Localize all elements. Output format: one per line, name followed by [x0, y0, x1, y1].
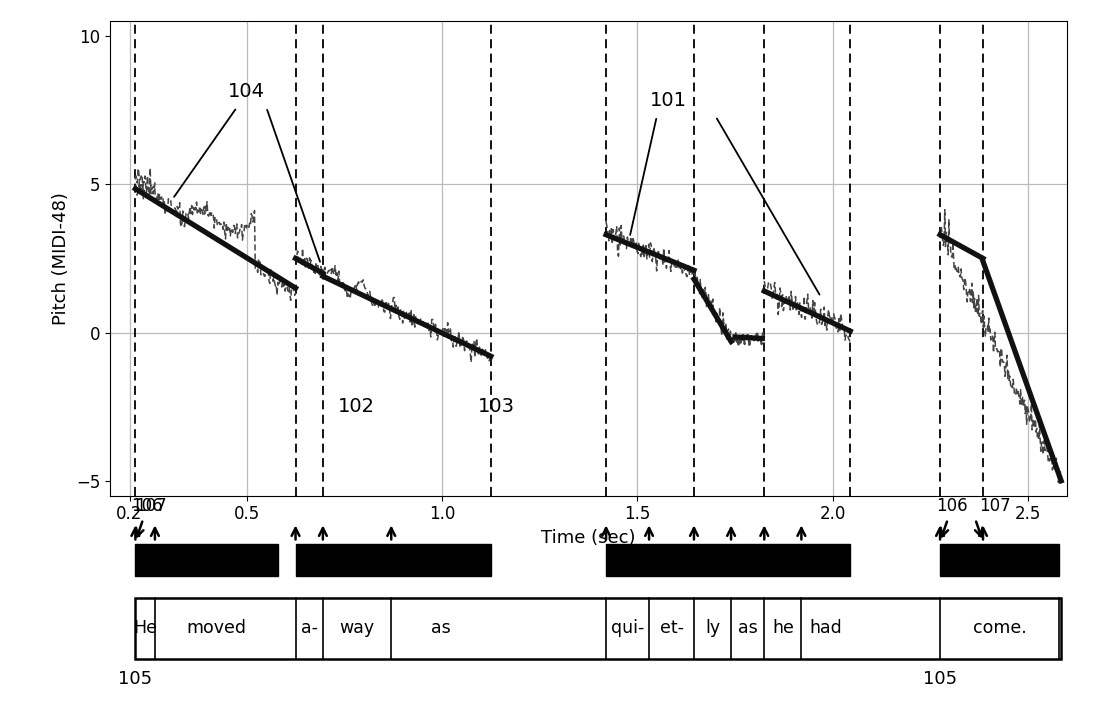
Text: 106: 106: [936, 498, 968, 515]
Bar: [694, 544, 764, 576]
Bar: [606, 544, 694, 576]
Bar: [940, 544, 1059, 576]
Text: as: as: [738, 620, 758, 637]
Text: 101: 101: [650, 91, 688, 110]
Text: 104: 104: [228, 82, 265, 101]
X-axis label: Time (sec): Time (sec): [541, 529, 636, 547]
Bar: [764, 544, 850, 576]
Bar: [135, 544, 278, 576]
Text: a-: a-: [300, 620, 318, 637]
Bar: [323, 544, 491, 576]
Text: had: had: [810, 620, 843, 637]
Text: 105: 105: [119, 670, 153, 688]
Text: 107: 107: [135, 498, 167, 515]
Text: 102: 102: [338, 397, 375, 416]
Text: 105: 105: [923, 670, 957, 688]
Text: way: way: [340, 620, 375, 637]
Text: he: he: [772, 620, 794, 637]
Text: as: as: [431, 620, 451, 637]
Text: 106: 106: [132, 498, 163, 515]
Text: 107: 107: [979, 498, 1011, 515]
Text: 103: 103: [478, 397, 515, 416]
Text: moved: moved: [186, 620, 246, 637]
Text: come.: come.: [972, 620, 1026, 637]
Text: He: He: [133, 620, 157, 637]
Y-axis label: Pitch (MIDI-48): Pitch (MIDI-48): [53, 192, 70, 325]
Bar: [296, 544, 323, 576]
Text: qui-: qui-: [610, 620, 645, 637]
Text: et-: et-: [660, 620, 683, 637]
Text: ly: ly: [705, 620, 720, 637]
